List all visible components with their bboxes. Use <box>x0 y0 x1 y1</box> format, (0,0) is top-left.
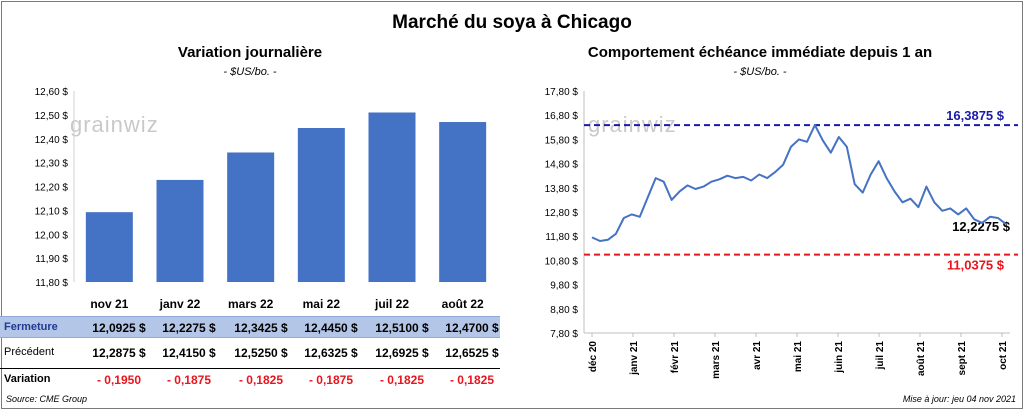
right-chart-unit: - $US/bo. - <box>733 66 787 78</box>
y-tick-label: 12,00 $ <box>35 230 69 241</box>
source-note: Source: CME Group <box>6 394 88 404</box>
table-cell: 12,6925 $ <box>375 346 429 360</box>
x-tick-label: mars 22 <box>228 297 274 311</box>
table-cell: 12,5250 $ <box>234 346 288 360</box>
table-cell: 12,2875 $ <box>92 346 146 360</box>
y-tick-label: 12,50 $ <box>35 111 69 122</box>
right-chart-title: Comportement échéance immédiate depuis 1… <box>587 44 933 61</box>
table-cell: - 0,1875 <box>166 373 212 387</box>
x-tick-label: mars 21 <box>711 341 722 379</box>
table-row-precedent: Précédent 12,2875 $ 12,4150 $ 12,5250 $ … <box>0 342 500 364</box>
table-cell: - 0,1825 <box>238 373 284 387</box>
y-tick-label: 12,10 $ <box>35 206 69 217</box>
x-tick-label: mai 22 <box>303 297 341 311</box>
row-label: Précédent <box>4 346 55 358</box>
x-tick-label: janv 22 <box>159 297 201 311</box>
y-tick-label: 15,80 $ <box>545 135 579 146</box>
y-tick-label: 8,80 $ <box>550 305 578 316</box>
y-tick-label: 13,80 $ <box>545 184 579 195</box>
x-tick-label: juin 21 <box>834 341 845 374</box>
x-tick-label: mai 21 <box>793 341 804 373</box>
y-tick-label: 12,80 $ <box>545 208 579 219</box>
table-cell: 12,3425 $ <box>234 321 288 335</box>
low-reference-label: 11,0375 $ <box>947 258 1005 273</box>
main-title: Marché du soya à Chicago <box>392 12 632 33</box>
bar <box>439 122 487 282</box>
y-tick-label: 11,80 $ <box>35 278 68 289</box>
x-tick-label: août 21 <box>916 341 927 376</box>
table-cell: - 0,1875 <box>308 373 354 387</box>
x-tick-label: déc 20 <box>588 341 599 373</box>
row-label: Variation <box>4 373 51 385</box>
table-cell: 12,6525 $ <box>445 346 499 360</box>
bar <box>297 128 345 282</box>
high-reference-label: 16,3875 $ <box>946 108 1005 123</box>
right-watermark: grainwiz <box>588 112 677 137</box>
y-tick-label: 10,80 $ <box>545 256 579 267</box>
bar <box>368 112 416 282</box>
left-chart-title: Variation journalière <box>177 44 323 61</box>
y-tick-label: 12,20 $ <box>35 183 69 194</box>
table-cell: 12,6325 $ <box>304 346 358 360</box>
y-tick-label: 16,80 $ <box>545 111 579 122</box>
table-cell: - 0,1950 <box>96 373 142 387</box>
x-tick-label: juil 21 <box>875 341 886 371</box>
x-tick-label: avr 21 <box>752 341 763 370</box>
update-note: Mise à jour: jeu 04 nov 2021 <box>902 394 1016 404</box>
x-tick-label: janv 21 <box>629 341 640 376</box>
price-series-line <box>591 124 1007 242</box>
x-tick-label: juil 22 <box>374 297 409 311</box>
x-tick-label: sept 21 <box>957 341 968 376</box>
y-tick-label: 17,80 $ <box>545 87 579 98</box>
bar <box>156 179 204 282</box>
y-tick-label: 12,60 $ <box>35 87 69 98</box>
left-chart-unit: - $US/bo. - <box>223 66 277 78</box>
table-cell: 12,4150 $ <box>162 346 216 360</box>
bar <box>85 212 133 282</box>
y-tick-label: 9,80 $ <box>550 281 578 292</box>
table-cell: 12,5100 $ <box>375 321 429 335</box>
table-cell: - 0,1825 <box>379 373 425 387</box>
bar <box>227 152 275 282</box>
table-cell: 12,2275 $ <box>162 321 216 335</box>
y-tick-label: 11,80 $ <box>545 232 578 243</box>
y-tick-label: 12,40 $ <box>35 135 69 146</box>
table-row-variation: Variation - 0,1950 - 0,1875 - 0,1825 - 0… <box>0 368 500 390</box>
row-label: Fermeture <box>4 321 58 333</box>
last-value-label: 12,2275 $ <box>952 219 1011 234</box>
x-tick-label: oct 21 <box>998 341 1009 370</box>
table-row-fermeture: Fermeture 12,0925 $ 12,2275 $ 12,3425 $ … <box>0 316 500 338</box>
table-cell: - 0,1825 <box>449 373 495 387</box>
table-cell: 12,4700 $ <box>445 321 499 335</box>
y-tick-label: 7,80 $ <box>550 329 578 340</box>
table-cell: 12,0925 $ <box>92 321 146 335</box>
x-tick-label: août 22 <box>442 297 484 311</box>
left-watermark: grainwiz <box>70 112 159 137</box>
x-tick-label: nov 21 <box>90 297 128 311</box>
y-tick-label: 11,90 $ <box>35 254 68 265</box>
y-tick-label: 14,80 $ <box>545 160 579 171</box>
y-tick-label: 12,30 $ <box>35 159 69 170</box>
table-cell: 12,4450 $ <box>304 321 358 335</box>
x-tick-label: févr 21 <box>670 341 681 374</box>
